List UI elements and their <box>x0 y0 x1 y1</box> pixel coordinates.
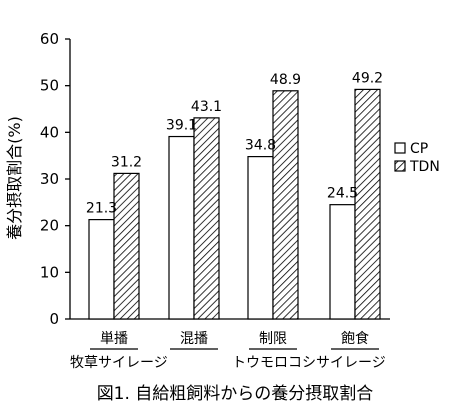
y-tick-label: 30 <box>40 170 59 188</box>
bar-tdn-4 <box>354 88 381 320</box>
bar-cp-2 <box>168 135 195 320</box>
y-tick-label: 50 <box>40 77 59 95</box>
y-tick-label: 40 <box>40 123 59 141</box>
data-label-cp-4: 24.5 <box>327 186 358 202</box>
data-label-tdn-4: 49.2 <box>352 70 383 86</box>
y-tick-label: 20 <box>40 217 59 235</box>
data-label-tdn-1: 31.2 <box>111 154 142 170</box>
data-labels: 21.3 31.2 39.1 43.1 34.8 48.9 24.5 49.2 <box>86 70 383 216</box>
legend: CP TDN <box>394 141 440 175</box>
data-label-cp-1: 21.3 <box>86 201 117 217</box>
group-labels: 牧草サイレージ トウモロコシサイレージ <box>70 355 386 371</box>
y-axis-label: 養分摂取割合(%) <box>5 116 24 240</box>
legend-label-tdn: TDN <box>409 159 440 175</box>
y-tick-label: 10 <box>40 263 59 281</box>
bar-tdn-3 <box>272 90 299 320</box>
bars <box>88 88 381 320</box>
x-category-label: 飽食 <box>341 330 369 347</box>
y-tick-label: 0 <box>49 310 59 328</box>
x-category-label: 単播 <box>100 331 128 347</box>
figure-caption: 図1. 自給粗飼料からの養分摂取割合 <box>97 384 374 404</box>
bar-cp-3 <box>247 156 274 320</box>
x-category-label: 混播 <box>180 331 208 347</box>
legend-swatch-cp <box>394 142 406 154</box>
y-axis: 0 10 20 30 40 50 60 <box>40 30 390 328</box>
group-label-corn: トウモロコシサイレージ <box>232 355 386 371</box>
legend-swatch-tdn <box>394 160 406 172</box>
x-category-label: 制限 <box>259 331 287 347</box>
x-axis-categories: 単播 混播 制限 飽食 <box>90 330 379 350</box>
y-tick-label: 60 <box>40 30 59 48</box>
bar-cp-4 <box>329 204 356 320</box>
data-label-tdn-2: 43.1 <box>191 99 222 115</box>
data-label-cp-3: 34.8 <box>245 138 276 154</box>
data-label-cp-2: 39.1 <box>166 118 197 134</box>
legend-label-cp: CP <box>410 141 428 157</box>
group-label-pasture: 牧草サイレージ <box>70 355 168 371</box>
bar-tdn-1 <box>113 172 140 320</box>
data-label-tdn-3: 48.9 <box>270 72 301 88</box>
bar-cp-1 <box>88 219 115 320</box>
bar-tdn-2 <box>193 117 220 320</box>
